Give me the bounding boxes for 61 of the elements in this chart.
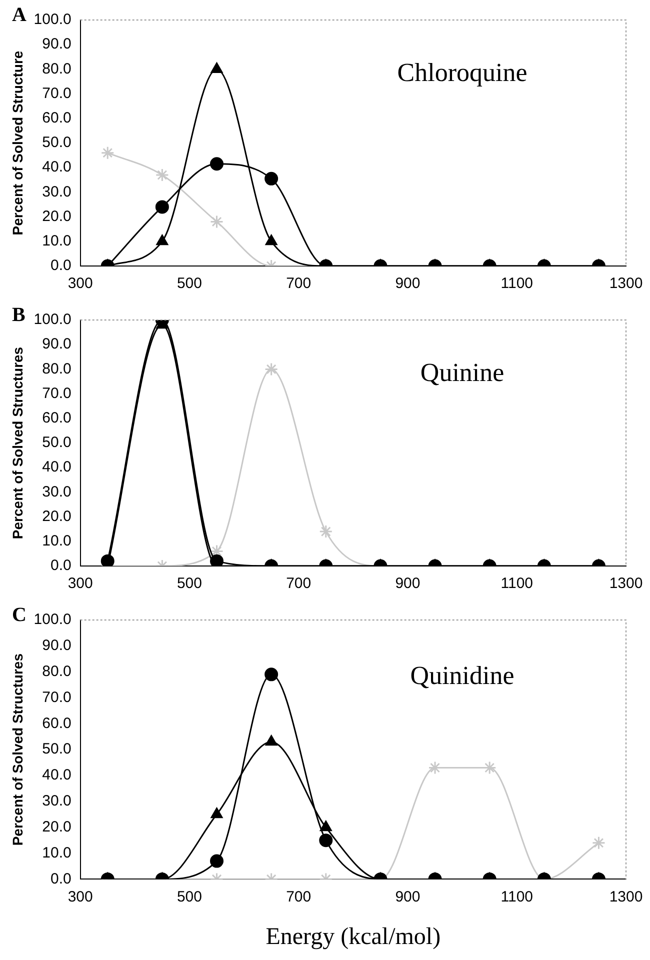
y-tick-label: 30.0 [42,183,72,200]
x-tick-label: 900 [395,888,420,906]
y-tick-label: 50.0 [42,740,72,758]
x-tick-label: 900 [395,575,420,592]
x-tick-label: 300 [68,275,93,292]
y-tick-label: 80.0 [42,360,72,378]
x-tick-label: 300 [68,575,93,592]
x-tick-label: 500 [176,575,202,592]
y-tick-label: 70.0 [42,688,72,706]
y-tick-label: 30.0 [42,792,72,810]
y-tick-label: 10.0 [42,232,72,250]
y-tick-label: 10.0 [42,844,72,862]
y-tick-label: 20.0 [42,818,72,836]
y-tick-label: 60.0 [42,714,72,732]
y-tick-label: 90.0 [42,336,72,353]
y-tick-label: 60.0 [42,410,72,427]
y-axis-title: Percent of Solved Structures [9,346,26,540]
x-tick-label: 300 [68,888,93,906]
x-tick-label: 500 [176,888,202,906]
y-tick-label: 0.0 [50,557,72,574]
x-tick-label: 700 [286,575,312,592]
y-tick-label: 30.0 [42,483,72,500]
y-tick-label: 50.0 [42,134,72,152]
y-axis-title: Percent of Solved Structures [9,653,26,846]
y-tick-label: 90.0 [42,36,72,53]
x-tick-label: 700 [286,888,312,906]
x-tick-label: 1100 [500,275,533,292]
y-tick-label: 50.0 [42,434,72,452]
y-tick-label: 10.0 [42,532,72,550]
y-tick-label: 70.0 [42,84,72,102]
y-tick-label: 90.0 [42,637,72,654]
text: Chloroquine [397,58,528,87]
y-tick-label: 20.0 [42,208,72,225]
y-tick-label: 100.0 [34,611,72,628]
y-tick-label: 100.0 [34,11,72,28]
x-tick-label: 1300 [609,575,643,592]
y-tick-label: 40.0 [42,458,72,476]
x-tick-label: 500 [176,275,202,292]
y-axis-title: Percent of Solved Structure [9,50,26,236]
text: A [12,4,27,26]
x-tick-label: 700 [286,275,312,292]
x-tick-label: 900 [395,275,420,292]
x-axis-title: Energy (kcal/mol) [266,924,441,950]
x-tick-label: 1300 [609,275,643,292]
y-tick-label: 80.0 [42,60,72,78]
y-tick-label: 20.0 [42,508,72,525]
x-tick-label: 1100 [500,888,533,906]
y-tick-label: 0.0 [50,257,72,274]
y-tick-label: 0.0 [50,870,72,888]
text: C [12,604,26,626]
y-tick-label: 40.0 [42,158,72,176]
x-tick-label: 1300 [609,888,643,906]
text: Quinidine [410,660,514,690]
x-tick-label: 1100 [500,575,533,592]
y-tick-label: 40.0 [42,766,72,784]
y-tick-label: 100.0 [34,311,72,328]
text: B [12,304,26,326]
y-tick-label: 60.0 [42,110,72,127]
y-tick-label: 80.0 [42,662,72,680]
text: Quinine [420,358,504,387]
y-tick-label: 70.0 [42,384,72,402]
